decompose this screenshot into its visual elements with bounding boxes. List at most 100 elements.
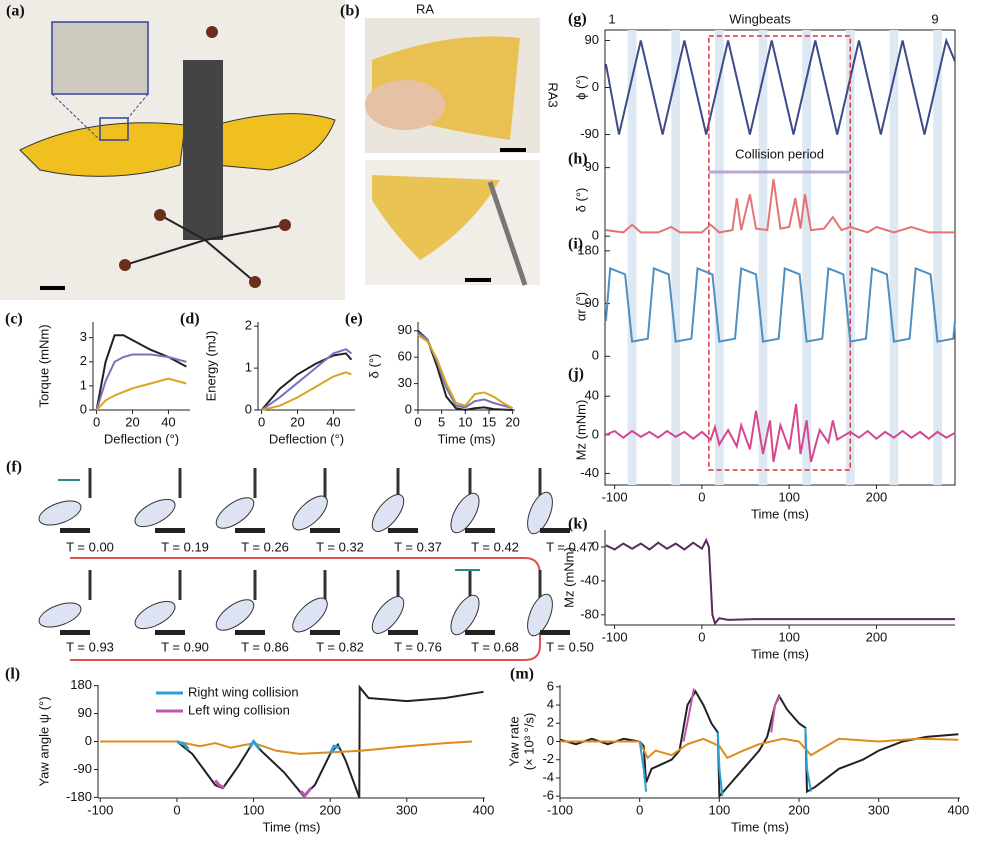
y-tick-label: 0 — [547, 733, 554, 748]
panel-label: (m) — [510, 666, 534, 683]
y-tick-label: 1 — [80, 377, 87, 392]
x-axis-label: Time (ms) — [751, 646, 809, 661]
frame-label: T = 0.42 — [471, 539, 519, 554]
series-line — [418, 333, 513, 409]
inset — [52, 22, 148, 94]
marker-ball — [119, 259, 131, 271]
y-axis-label: Yaw rate — [506, 716, 521, 766]
legend-label: Right wing collision — [188, 684, 299, 699]
series-line — [560, 739, 958, 758]
marker-ball — [154, 209, 166, 221]
base — [388, 528, 418, 533]
y-tick-label: 0 — [80, 401, 87, 416]
series-line — [606, 540, 955, 623]
y-tick-label: 0 — [592, 538, 599, 553]
marker-ball — [249, 276, 261, 288]
x-tick-label: 0 — [258, 414, 265, 429]
stroke-shading — [802, 30, 811, 485]
x-tick-label: 400 — [473, 802, 495, 817]
x-tick-label: 200 — [866, 629, 888, 644]
base — [465, 528, 495, 533]
frame-label: T = 0.50 — [546, 639, 594, 654]
y-tick-label: 90 — [585, 159, 599, 174]
stroke-shading — [890, 30, 899, 485]
panel-label: (g) — [568, 11, 587, 28]
x-tick-label: 100 — [243, 802, 265, 817]
y-tick-label: 0 — [245, 401, 252, 416]
stroke-shading — [671, 30, 680, 485]
x-tick-label: -100 — [602, 629, 628, 644]
y-tick-label: 0 — [592, 79, 599, 94]
y-tick-label: -90 — [73, 761, 92, 776]
wing-frame — [36, 496, 84, 530]
frame-label: T = 0.19 — [161, 539, 209, 554]
y-tick-label: 90 — [585, 32, 599, 47]
wing-frame — [211, 594, 258, 636]
x-axis-label: Time (ms) — [262, 819, 320, 834]
y-axis-label: Mz (mNm) — [573, 400, 588, 461]
y-tick-label: -2 — [542, 751, 554, 766]
y-tick-label: 1 — [245, 360, 252, 375]
x-tick-label: -100 — [547, 802, 573, 817]
photo-label: RA3 — [546, 82, 561, 107]
stroke-shading — [933, 30, 942, 485]
wing-frame — [131, 494, 179, 532]
frame-label: T = 0.86 — [241, 639, 289, 654]
frame-label: T = 0.93 — [66, 639, 114, 654]
y-tick-label: -6 — [542, 788, 554, 803]
y-axis-label: αr (°) — [573, 292, 588, 321]
y-tick-label: -40 — [580, 572, 599, 587]
y-tick-label: 180 — [70, 677, 92, 692]
y-axis-label: Torque (mNm) — [36, 324, 51, 407]
photo-label: RA — [416, 1, 434, 16]
body — [183, 60, 223, 240]
panel-label: (c) — [5, 311, 23, 328]
x-axis-label: Time (ms) — [437, 431, 495, 446]
x-tick-label: -100 — [87, 802, 113, 817]
y-tick-label: 6 — [547, 678, 554, 693]
x-tick-label: 0 — [698, 629, 705, 644]
frame-label: T = 0.82 — [316, 639, 364, 654]
base — [60, 528, 90, 533]
base — [235, 630, 265, 635]
x-tick-label: 100 — [709, 802, 731, 817]
x-tick-label: 10 — [458, 414, 472, 429]
y-tick-label: 90 — [78, 705, 92, 720]
y-axis-label: Yaw angle ψ (°) — [36, 696, 51, 786]
panel-label: (d) — [180, 311, 200, 328]
x-tick-label: 5 — [438, 414, 445, 429]
y-axis-label: (× 10³ °/s) — [521, 713, 536, 771]
y-tick-label: 4 — [547, 696, 554, 711]
frame-label: T = 0.76 — [394, 639, 442, 654]
y-tick-label: 0 — [592, 348, 599, 363]
y-tick-label: 180 — [577, 242, 599, 257]
page: {"figure": {"panel_a": "(a)", "panel_b":… — [0, 0, 982, 845]
y-tick-label: 0 — [405, 401, 412, 416]
y-axis-label: Energy (mJ) — [203, 331, 218, 402]
y-tick-label: 0 — [592, 426, 599, 441]
figure: (a)(b)RARA3(f)T = 0.00T = 0.19T = 0.26T … — [0, 0, 982, 845]
x-axis-label: Deflection (°) — [269, 431, 344, 446]
base — [540, 630, 570, 635]
series-line — [606, 179, 955, 232]
x-tick-label: 40 — [326, 414, 340, 429]
series-line — [606, 404, 955, 462]
base — [235, 528, 265, 533]
marker-ball — [206, 26, 218, 38]
series-line — [262, 372, 352, 410]
base — [540, 528, 570, 533]
x-tick-label: 0 — [93, 414, 100, 429]
x-tick-label: 0 — [636, 802, 643, 817]
x-tick-label: 200 — [788, 802, 810, 817]
y-tick-label: 0 — [85, 733, 92, 748]
frame-label: T = 0.90 — [161, 639, 209, 654]
frame-label: T = 0.00 — [66, 539, 114, 554]
stroke-shading — [715, 30, 724, 485]
y-axis-label: δ (°) — [573, 188, 588, 213]
stroke-shading — [759, 30, 768, 485]
stroke-shading — [628, 30, 637, 485]
x-tick-label: 200 — [866, 489, 888, 504]
base — [155, 528, 185, 533]
y-tick-label: -4 — [542, 769, 554, 784]
stack-frame — [605, 30, 955, 485]
